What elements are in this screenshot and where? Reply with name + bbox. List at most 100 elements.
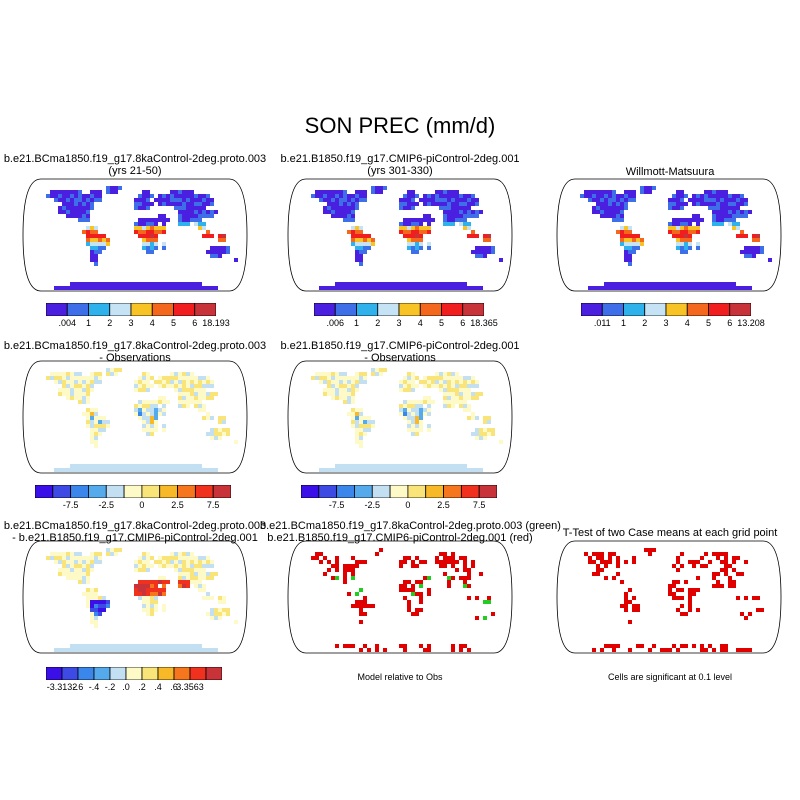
panel8-title-line1: b.e21.BCma1850.f19_g17.8kaControl-2deg.p… xyxy=(260,520,561,532)
map-cells xyxy=(584,548,764,652)
colorbar-tick-label: 2 xyxy=(642,318,648,328)
colorbar-panel1 xyxy=(45,302,217,317)
panel7-title-line1: b.e21.BCma1850.f19_g17.8kaControl-2deg.p… xyxy=(3,520,267,532)
map-cells xyxy=(311,548,495,652)
panel2-map xyxy=(287,178,513,292)
colorbar-tick-label: .006 xyxy=(326,318,345,328)
panel5-map xyxy=(287,360,513,474)
colorbar-swatch xyxy=(425,484,444,499)
colorbar-tick-label: .2 xyxy=(138,682,146,692)
colorbar-tick-label: 4 xyxy=(417,318,423,328)
map-outline xyxy=(556,178,782,292)
colorbar-swatch xyxy=(70,484,89,499)
panel8-map xyxy=(287,540,513,654)
colorbar-swatch xyxy=(407,484,427,499)
colorbar-tick-label: 5 xyxy=(705,318,712,328)
colorbar-tick-label: .011 xyxy=(593,318,611,328)
colorbar-tick-label: 5 xyxy=(438,318,445,328)
map-outline xyxy=(287,540,513,654)
colorbar-swatch xyxy=(212,484,232,499)
colorbar-tick-label: 0 xyxy=(405,500,411,510)
map-outline xyxy=(287,360,513,474)
colorbar-swatch xyxy=(318,484,338,499)
colorbar-swatch xyxy=(34,484,54,499)
colorbar-tick-label: .6 xyxy=(170,682,178,692)
colorbar-tick-label: 1 xyxy=(353,318,360,328)
colorbar-tick-label: .004 xyxy=(58,318,77,328)
colorbar-tick-label: 3 xyxy=(128,318,134,328)
map-cells xyxy=(580,186,772,290)
colorbar-panel5-labels: -7.5 -2.5 0 2.5 7.5 xyxy=(301,500,497,512)
colorbar-tick-label: -.4 xyxy=(88,682,100,692)
colorbar-tick-label: 18.193 xyxy=(202,318,230,328)
colorbar-tick-label: 7.5 xyxy=(206,500,220,510)
colorbar-swatch xyxy=(478,484,498,499)
colorbar-tick-label: 2.5 xyxy=(437,500,450,510)
colorbar-tick-label: -.2 xyxy=(104,682,116,692)
map-outline xyxy=(556,540,782,654)
map-cells xyxy=(46,548,238,652)
colorbar-tick-label: 3.3563 xyxy=(176,682,204,692)
map-outline xyxy=(22,540,248,654)
colorbar-swatch xyxy=(336,484,355,499)
colorbar-swatch xyxy=(356,302,379,317)
colorbar-tick-label: 2 xyxy=(375,318,381,328)
panel9-title: T-Test of two Case means at each grid po… xyxy=(535,527,800,539)
colorbar-tick-label: 4 xyxy=(149,318,155,328)
panel3-title: Willmott-Matsuura xyxy=(535,166,800,178)
colorbar-swatch xyxy=(644,302,667,317)
colorbar-swatch xyxy=(729,302,752,317)
colorbar-swatch xyxy=(665,302,688,317)
panel9-title-line1: T-Test of two Case means at each grid po… xyxy=(562,527,778,539)
colorbar-tick-label: 2.5 xyxy=(171,500,184,510)
colorbar-swatch xyxy=(189,666,207,681)
colorbar-panel7 xyxy=(45,666,223,681)
colorbar-swatch xyxy=(389,484,409,499)
colorbar-tick-label: -3.3132 xyxy=(46,682,78,692)
panel5-title-line1: b.e21.B1850.f19_g17.CMIP6-piControl-2deg… xyxy=(280,340,520,352)
colorbar-swatch xyxy=(377,302,400,317)
colorbar-swatch xyxy=(419,302,442,317)
panel3-map xyxy=(556,178,782,292)
panel3-title-line1: Willmott-Matsuura xyxy=(625,166,715,178)
colorbar-swatch xyxy=(125,666,143,681)
colorbar-tick-label: 1 xyxy=(85,318,92,328)
colorbar-swatch xyxy=(157,666,175,681)
colorbar-tick-label: 7.5 xyxy=(472,500,486,510)
map-outline xyxy=(22,178,248,292)
colorbar-swatch xyxy=(686,302,709,317)
colorbar-swatch xyxy=(460,484,480,499)
colorbar-panel2-labels: .006 1 2 3 4 5 6 18.365 xyxy=(314,318,497,330)
colorbar-swatch xyxy=(109,666,127,681)
colorbar-swatch xyxy=(177,484,196,499)
colorbar-swatch xyxy=(173,302,196,317)
panel1-title: b.e21.BCma1850.f19_g17.8kaControl-2deg.p… xyxy=(0,153,270,177)
colorbar-swatch xyxy=(462,302,485,317)
colorbar-tick-label: 5 xyxy=(170,318,177,328)
colorbar-panel1-labels: .004 1 2 3 4 5 6 18.193 xyxy=(46,318,229,330)
colorbar-tick-label: .0 xyxy=(122,682,130,692)
colorbar-tick-label: -2.5 xyxy=(98,500,115,510)
colorbar-swatch xyxy=(580,302,603,317)
colorbar-tick-label: .4 xyxy=(154,682,162,692)
colorbar-tick-label: 4 xyxy=(684,318,690,328)
colorbar-swatch xyxy=(141,484,161,499)
colorbar-swatch xyxy=(45,302,68,317)
colorbar-swatch xyxy=(371,484,391,499)
colorbar-swatch xyxy=(398,302,421,317)
colorbar-swatch xyxy=(623,302,646,317)
panel2-title-line1: b.e21.B1850.f19_g17.CMIP6-piControl-2deg… xyxy=(280,153,520,165)
panel4-title-line1: b.e21.BCma1850.f19_g17.8kaControl-2deg.p… xyxy=(3,340,267,352)
panel2-title-line2: (yrs 301-330) xyxy=(367,165,433,177)
colorbar-swatch xyxy=(334,302,357,317)
figure-title: SON PREC (mm/d) xyxy=(304,113,496,138)
colorbar-swatch xyxy=(601,302,624,317)
colorbar-swatch xyxy=(52,484,72,499)
colorbar-tick-label: -2.5 xyxy=(364,500,381,510)
colorbar-tick-label: 6 xyxy=(460,318,466,328)
panel2-title: b.e21.B1850.f19_g17.CMIP6-piControl-2deg… xyxy=(265,153,535,177)
colorbar-tick-label: 1 xyxy=(620,318,627,328)
colorbar-tick-label: -.6 xyxy=(72,682,84,692)
panel7-map xyxy=(22,540,248,654)
colorbar-swatch xyxy=(194,484,214,499)
